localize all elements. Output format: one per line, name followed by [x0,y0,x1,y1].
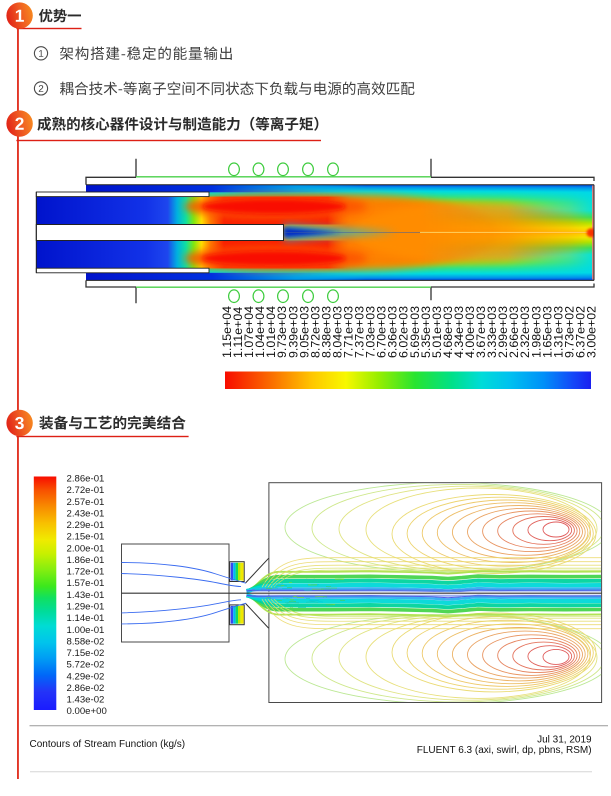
svg-text:2.99e+03: 2.99e+03 [496,306,510,358]
svg-text:1.72e-01: 1.72e-01 [67,567,105,578]
svg-text:8.58e-02: 8.58e-02 [67,636,105,647]
svg-text:4.68e+03: 4.68e+03 [441,306,455,358]
svg-text:4.29e-02: 4.29e-02 [67,671,105,682]
svg-text:1.31e+03: 1.31e+03 [551,306,565,358]
svg-text:4.00e+03: 4.00e+03 [463,306,477,358]
svg-text:1.43e-01: 1.43e-01 [67,590,105,601]
svg-text:3.00e+02: 3.00e+02 [585,306,599,358]
svg-text:6.02e+03: 6.02e+03 [397,306,411,358]
svg-text:7.03e+03: 7.03e+03 [364,306,378,358]
svg-text:1.98e+03: 1.98e+03 [529,306,543,358]
svg-text:2.29e-01: 2.29e-01 [67,520,105,531]
svg-text:2.86e-02: 2.86e-02 [67,683,105,694]
svg-text:7.71e+03: 7.71e+03 [342,306,356,358]
svg-text:5.35e+03: 5.35e+03 [419,306,433,358]
svg-text:9.39e+03: 9.39e+03 [286,306,300,358]
svg-text:1.57e-01: 1.57e-01 [67,578,105,589]
svg-text:5.01e+03: 5.01e+03 [430,306,444,358]
svg-text:2.86e-01: 2.86e-01 [67,474,105,485]
svg-text:Contours of Stream Function (k: Contours of Stream Function (kg/s) [30,739,186,750]
svg-text:8.38e+03: 8.38e+03 [319,306,333,358]
svg-text:3.33e+03: 3.33e+03 [485,306,499,358]
svg-text:2.15e-01: 2.15e-01 [67,532,105,543]
svg-text:FLUENT 6.3 (axi, swirl, dp, pb: FLUENT 6.3 (axi, swirl, dp, pbns, RSM) [417,745,592,756]
svg-text:8.72e+03: 8.72e+03 [308,306,322,358]
svg-text:1.29e-01: 1.29e-01 [67,602,105,613]
svg-text:5.72e-02: 5.72e-02 [67,660,105,671]
svg-text:1.15e+04: 1.15e+04 [220,306,234,358]
svg-text:6.37e+02: 6.37e+02 [574,306,588,358]
svg-text:1.01e+04: 1.01e+04 [264,306,278,358]
svg-text:9.05e+03: 9.05e+03 [297,306,311,358]
svg-text:2.57e-01: 2.57e-01 [67,497,105,508]
svg-text:2.72e-01: 2.72e-01 [67,485,105,496]
svg-text:4.34e+03: 4.34e+03 [452,306,466,358]
svg-text:6.36e+03: 6.36e+03 [386,306,400,358]
svg-text:9.73e+02: 9.73e+02 [562,306,576,358]
svg-text:2.00e-01: 2.00e-01 [67,543,105,554]
svg-text:0.00e+00: 0.00e+00 [67,706,107,717]
svg-text:1.04e+04: 1.04e+04 [253,306,267,358]
svg-text:2.32e+03: 2.32e+03 [518,306,532,358]
svg-text:7.37e+03: 7.37e+03 [353,306,367,358]
svg-text:7.15e-02: 7.15e-02 [67,648,105,659]
svg-text:2.66e+03: 2.66e+03 [507,306,521,358]
svg-text:9.73e+03: 9.73e+03 [275,306,289,358]
svg-text:1.00e-01: 1.00e-01 [67,625,105,636]
svg-text:8.04e+03: 8.04e+03 [331,306,345,358]
svg-text:6.70e+03: 6.70e+03 [375,306,389,358]
svg-text:1.86e-01: 1.86e-01 [67,555,105,566]
svg-text:1.07e+04: 1.07e+04 [242,306,256,358]
svg-text:1.65e+03: 1.65e+03 [540,306,554,358]
svg-text:Jul 31, 2019: Jul 31, 2019 [537,735,592,746]
svg-text:2.43e-01: 2.43e-01 [67,508,105,519]
svg-text:3.67e+03: 3.67e+03 [474,306,488,358]
svg-text:5.69e+03: 5.69e+03 [408,306,422,358]
svg-text:1.11e+04: 1.11e+04 [231,307,245,358]
svg-text:1.14e-01: 1.14e-01 [67,613,105,624]
svg-text:1.43e-02: 1.43e-02 [67,695,105,706]
